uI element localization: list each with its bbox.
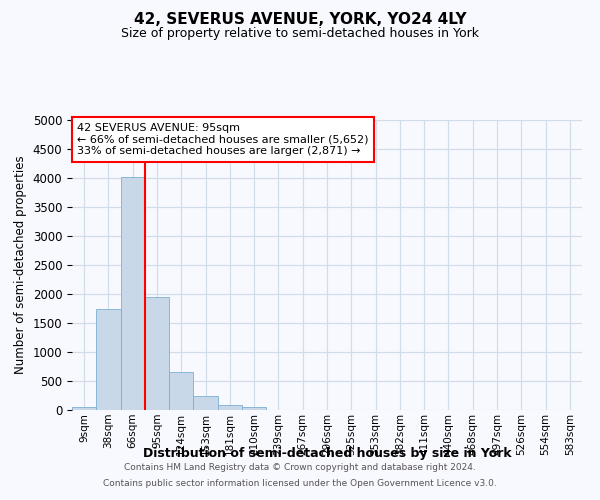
Bar: [169, 372, 193, 410]
Bar: [145, 298, 169, 410]
Bar: [96, 310, 121, 410]
Bar: [218, 406, 242, 410]
Text: 42 SEVERUS AVENUE: 95sqm
← 66% of semi-detached houses are smaller (5,652)
33% o: 42 SEVERUS AVENUE: 95sqm ← 66% of semi-d…: [77, 123, 368, 156]
Text: Contains HM Land Registry data © Crown copyright and database right 2024.: Contains HM Land Registry data © Crown c…: [124, 464, 476, 472]
Text: 42, SEVERUS AVENUE, YORK, YO24 4LY: 42, SEVERUS AVENUE, YORK, YO24 4LY: [134, 12, 466, 28]
Bar: [193, 396, 218, 410]
Text: Size of property relative to semi-detached houses in York: Size of property relative to semi-detach…: [121, 28, 479, 40]
Text: Distribution of semi-detached houses by size in York: Distribution of semi-detached houses by …: [143, 448, 511, 460]
Bar: [121, 177, 145, 410]
Text: Contains public sector information licensed under the Open Government Licence v3: Contains public sector information licen…: [103, 478, 497, 488]
Y-axis label: Number of semi-detached properties: Number of semi-detached properties: [14, 156, 27, 374]
Bar: [72, 407, 96, 410]
Bar: [242, 407, 266, 410]
